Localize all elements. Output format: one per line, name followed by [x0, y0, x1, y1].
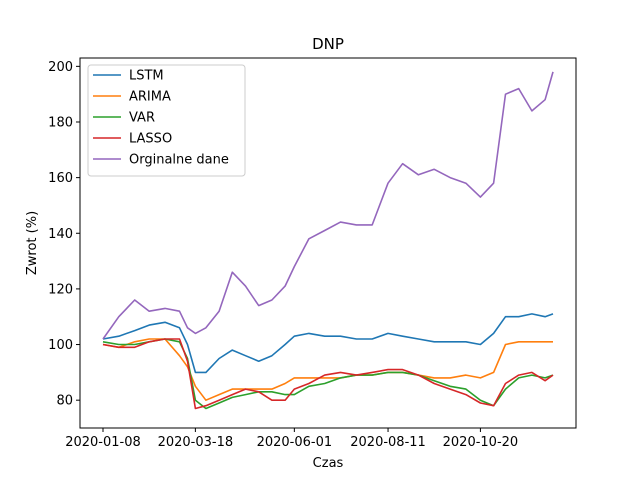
- legend: LSTM ARIMA VAR LASSO Orginalne dane: [87, 64, 246, 177]
- legend-box: [87, 64, 246, 177]
- x-axis-label: Czas: [313, 456, 344, 471]
- chart-title: DNP: [312, 35, 344, 53]
- x-axis: 2020-01-08 2020-03-18 2020-06-01 2020-08-11…: [65, 428, 518, 450]
- y-tick-label: 120: [48, 282, 73, 297]
- series-line-3: [102, 338, 554, 410]
- legend-label: ARIMA: [129, 90, 171, 105]
- x-tick-label: 2020-08-11: [350, 435, 426, 450]
- y-tick-label: 200: [48, 60, 73, 75]
- legend-label: LASSO: [129, 132, 172, 147]
- y-tick-label: 180: [48, 115, 73, 130]
- x-tick-label: 2020-03-18: [158, 435, 234, 450]
- legend-label: VAR: [129, 111, 155, 126]
- plot-lines: [102, 71, 554, 410]
- x-tick-label: 2020-06-01: [257, 435, 333, 450]
- y-tick-label: 80: [56, 394, 73, 409]
- series-line-0: [102, 313, 554, 374]
- y-axis-label: Zwrot (%): [25, 211, 40, 275]
- legend-label: LSTM: [129, 69, 164, 84]
- y-tick-label: 140: [48, 227, 73, 242]
- series-line-1: [102, 338, 553, 402]
- plot-frame: [79, 57, 577, 429]
- y-tick-label: 160: [48, 171, 73, 186]
- y-axis: 80 100 120 140 160 180 200: [48, 60, 80, 409]
- series-line-4: [102, 71, 554, 340]
- x-tick-label: 2020-10-20: [443, 435, 519, 450]
- legend-label: Orginalne dane: [129, 153, 229, 168]
- x-tick-label: 2020-01-08: [65, 435, 141, 450]
- y-tick-label: 100: [48, 338, 73, 353]
